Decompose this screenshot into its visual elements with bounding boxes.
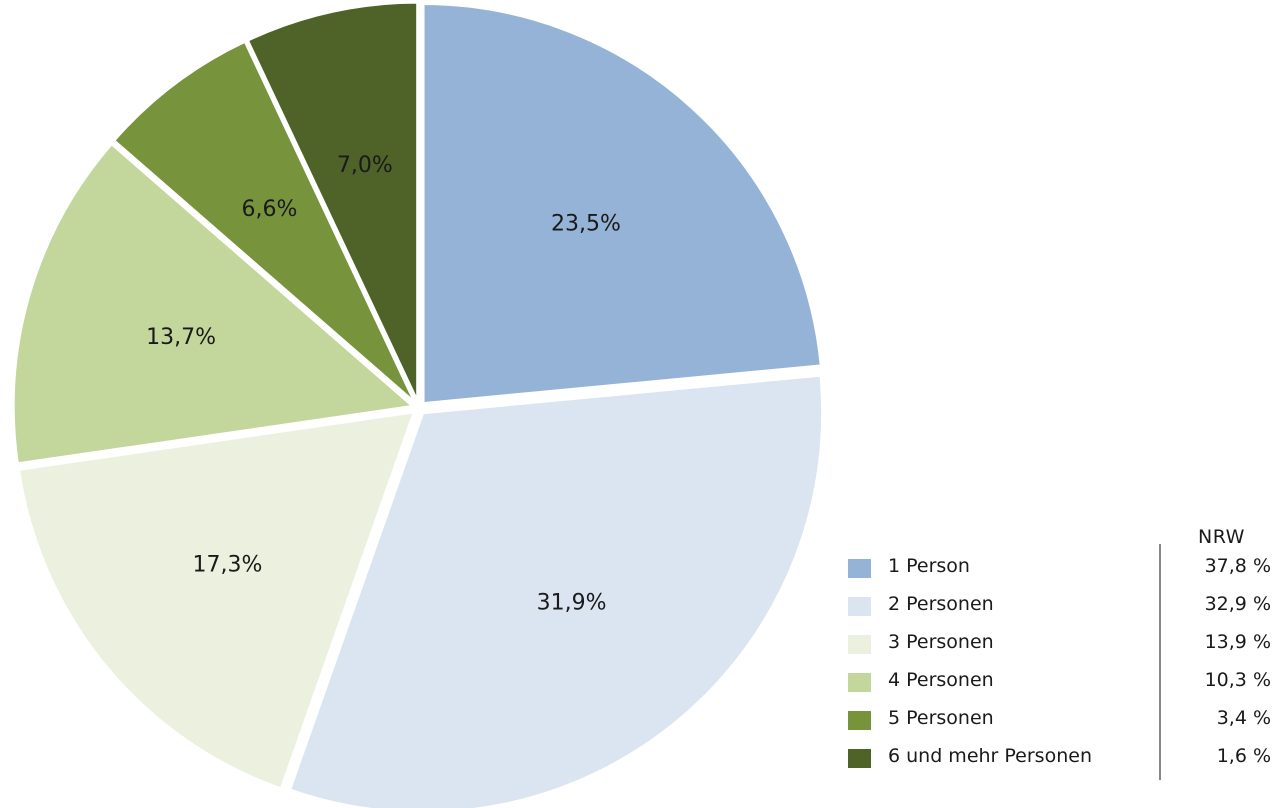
pie-slice-3-personen (16, 409, 417, 791)
legend-label: 4 Personen (888, 669, 994, 691)
legend-nrw-value: 32,9 % (1204, 593, 1271, 615)
legend-swatch (848, 597, 871, 616)
legend-label: 1 Person (888, 555, 970, 577)
pie-slice-label-3-personen: 17,3% (192, 552, 262, 577)
legend-nrw-value: 37,8 % (1204, 555, 1271, 577)
legend-nrw-header: NRW (1198, 526, 1245, 548)
legend-item-5-personen: 5 Personen 3,4 % (848, 704, 1279, 736)
pie-slice-label-5-personen: 6,6% (242, 197, 298, 222)
pie-slice-label-1-person: 23,5% (551, 212, 621, 237)
pie-slice-label-6-und-mehr-personen: 7,0% (337, 153, 393, 178)
legend-label: 6 und mehr Personen (888, 745, 1092, 767)
legend: NRW 1 Person 37,8 % 2 Personen 32,9 % 3 … (848, 520, 1279, 800)
legend-item-1-person: 1 Person 37,8 % (848, 552, 1279, 584)
legend-label: 3 Personen (888, 631, 994, 653)
pie-slice-5-personen (111, 39, 417, 405)
legend-swatch (848, 635, 871, 654)
legend-swatch (848, 749, 871, 768)
pie-slice-label-4-personen: 13,7% (146, 325, 216, 350)
legend-swatch (848, 711, 871, 730)
legend-item-4-personen: 4 Personen 10,3 % (848, 666, 1279, 698)
legend-swatch (848, 559, 871, 578)
pie-slice-1-person (421, 2, 823, 406)
pie-slice-label-2-personen: 31,9% (537, 590, 607, 615)
legend-item-3-personen: 3 Personen 13,9 % (848, 628, 1279, 660)
pie-slice-4-personen (11, 141, 417, 466)
legend-nrw-value: 13,9 % (1204, 631, 1271, 653)
legend-item-6-und-mehr-personen: 6 und mehr Personen 1,6 % (848, 742, 1279, 774)
legend-divider (1159, 544, 1161, 780)
legend-label: 5 Personen (888, 707, 994, 729)
legend-item-2-personen: 2 Personen 32,9 % (848, 590, 1279, 622)
legend-swatch (848, 673, 871, 692)
pie-chart: 23,5% 31,9% 17,3% 13,7% 6,6% 7,0% (11, 0, 825, 808)
legend-nrw-value: 1,6 % (1216, 745, 1271, 767)
pie-slice-2-personen (287, 373, 825, 808)
legend-nrw-value: 3,4 % (1216, 707, 1271, 729)
legend-label: 2 Personen (888, 593, 994, 615)
pie-slice-6-und-mehr-personen (245, 0, 420, 403)
legend-nrw-value: 10,3 % (1204, 669, 1271, 691)
